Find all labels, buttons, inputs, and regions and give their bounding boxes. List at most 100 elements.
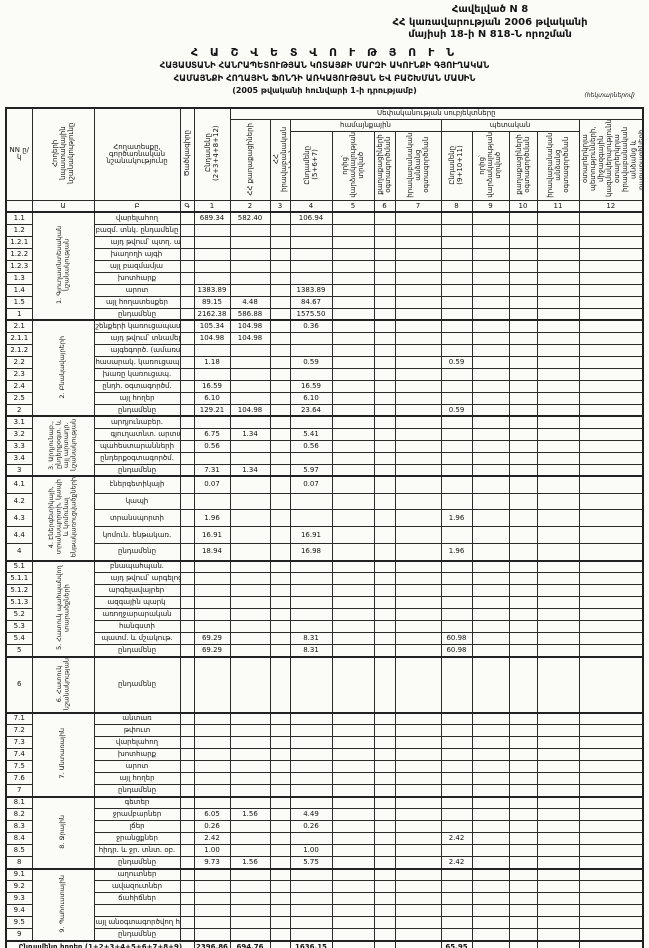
code-cell	[179, 632, 195, 646]
row-number: 3.2	[5, 427, 33, 441]
value-cell	[373, 711, 396, 726]
value-cell	[394, 880, 442, 894]
code-cell	[179, 572, 195, 586]
row-number: 8	[5, 856, 33, 870]
value-cell	[289, 596, 333, 610]
value-cell	[471, 748, 510, 762]
value-cell	[229, 644, 271, 658]
value-cell	[269, 427, 291, 441]
value-cell	[440, 559, 473, 574]
value-cell	[269, 832, 291, 846]
value-cell: 0.07	[193, 475, 231, 494]
value-cell: 4.48	[229, 295, 271, 309]
row-number: 7.3	[5, 736, 33, 750]
value-cell	[440, 795, 473, 810]
table-row: 2.3 խառը կառուցապ.	[5, 367, 644, 381]
value-cell	[331, 509, 375, 528]
value-cell	[331, 439, 375, 453]
value-cell	[331, 211, 375, 225]
value-cell: 8.31	[289, 644, 333, 658]
value-cell	[471, 620, 510, 634]
table-row: 1.2.2 խաղողի այգի	[5, 247, 644, 261]
value-cell: 9.73	[193, 856, 231, 870]
value-cell	[578, 295, 644, 309]
code-cell	[179, 391, 195, 405]
value-cell	[373, 492, 396, 511]
section-label: 4. Էներգետիկայի, տրանսպորտի, կապի և կոմո…	[31, 475, 95, 562]
landtype-cell: ընդամենը	[93, 307, 181, 321]
value-cell	[536, 916, 580, 930]
value-cell	[229, 492, 271, 511]
landtype-cell: պահեստարանների	[93, 439, 181, 453]
grand-total-value	[373, 939, 396, 948]
grand-total-value: 65.95	[440, 939, 473, 948]
landtype-cell	[93, 904, 181, 918]
value-cell	[508, 784, 538, 798]
value-cell: 104.98	[229, 403, 271, 417]
value-cell	[394, 439, 442, 453]
landtype-cell: արոտ	[93, 760, 181, 774]
value-cell	[373, 820, 396, 834]
landtype-cell: բազմ. տնկ. ընդամենը	[93, 223, 181, 237]
value-cell	[269, 283, 291, 297]
value-cell	[394, 451, 442, 465]
value-cell	[229, 584, 271, 598]
value-cell	[471, 596, 510, 610]
code-cell	[179, 772, 195, 786]
value-cell	[331, 319, 375, 333]
value-cell	[508, 439, 538, 453]
header-state-leased-label: որից՝ վարձակալության տրված	[478, 132, 503, 198]
value-cell	[536, 343, 580, 357]
value-cell	[229, 832, 271, 846]
header-state-total-label: Ընդամենը (9+10+11)	[448, 145, 465, 185]
value-cell	[508, 856, 538, 870]
value-cell	[193, 892, 231, 906]
value-cell	[289, 772, 333, 786]
value-cell	[331, 808, 375, 822]
table-row: 1.2.3 այլ բազմամյա	[5, 259, 644, 273]
value-cell	[289, 584, 333, 598]
header-total-label: Ընդամենը (2+3+4+8+12)	[203, 125, 220, 182]
value-cell	[394, 271, 442, 285]
header-legal-label: ՀՀ իրավաբանական անձանց	[271, 126, 290, 192]
value-cell	[508, 904, 538, 918]
value-cell	[508, 880, 538, 894]
value-cell: 2.42	[193, 832, 231, 846]
value-cell	[508, 475, 538, 494]
section-label-text: 6. Հատուկ նշանակության	[54, 657, 70, 710]
value-cell	[440, 283, 473, 297]
row-number: 5.2	[5, 608, 33, 622]
value-cell	[394, 724, 442, 738]
table-row: 5.1.3 ազգային պարկ	[5, 596, 644, 610]
value-cell	[229, 820, 271, 834]
value-cell	[373, 343, 396, 357]
value-cell	[536, 247, 580, 261]
value-cell	[193, 904, 231, 918]
value-cell: 1.56	[229, 808, 271, 822]
grand-total-value	[269, 939, 291, 948]
value-cell: 1.96	[193, 509, 231, 528]
row-number: 8.2	[5, 808, 33, 822]
value-cell	[578, 526, 644, 545]
value-cell: 586.88	[229, 307, 271, 321]
value-cell	[578, 596, 644, 610]
value-cell	[269, 331, 291, 345]
header-total: Ընդամենը (2+3+4+8+12)	[193, 107, 231, 201]
grand-total-value	[331, 939, 375, 948]
value-cell	[471, 475, 510, 494]
value-cell	[440, 451, 473, 465]
table-row: 1.1 1. Գյուղատնտեսական նշանակության վարելա…	[5, 211, 644, 321]
value-cell	[269, 632, 291, 646]
value-cell	[508, 509, 538, 528]
value-cell	[394, 620, 442, 634]
value-cell	[508, 820, 538, 834]
value-cell: 16.59	[289, 379, 333, 393]
table-row: 2.1.2 այգեգործ. (ամառան.)	[5, 343, 644, 357]
value-cell	[289, 331, 333, 345]
table-row: 4.3 տրանսպորտի 1.96 1.96	[5, 509, 644, 528]
value-cell	[440, 820, 473, 834]
value-cell	[394, 492, 442, 511]
row-number: 8.3	[5, 820, 33, 834]
value-cell	[289, 367, 333, 381]
value-cell	[508, 632, 538, 646]
